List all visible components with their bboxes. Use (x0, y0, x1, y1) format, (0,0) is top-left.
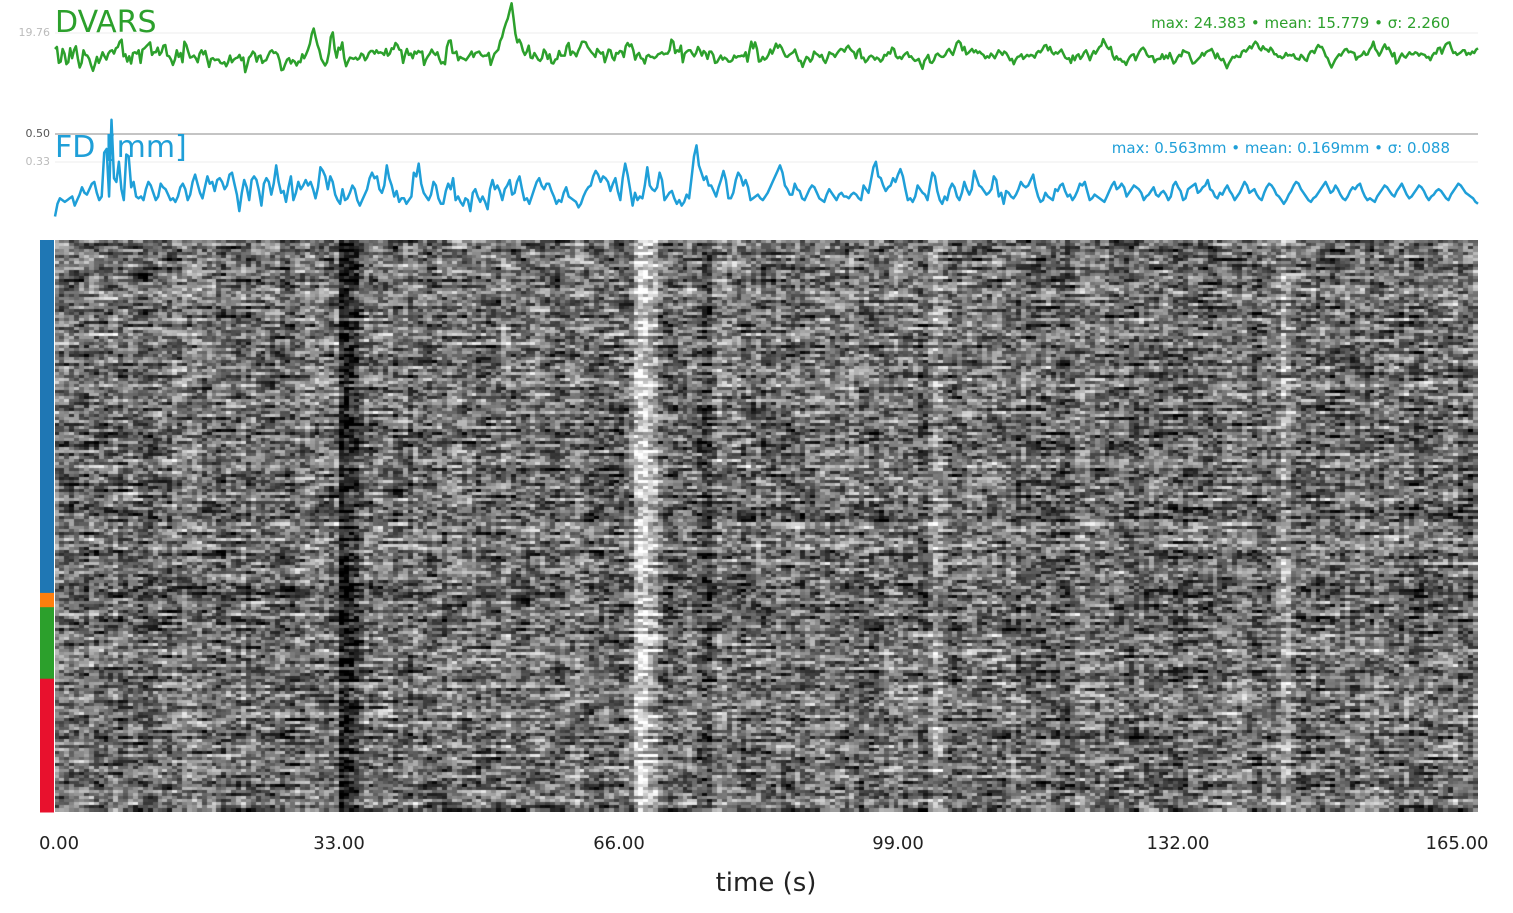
dvars-stats: max: 24.383 • mean: 15.779 • σ: 2.260 (1151, 14, 1450, 32)
x-tick-label-5: 165.00 (1426, 833, 1489, 854)
fd-stats: max: 0.563mm • mean: 0.169mm • σ: 0.088 (1112, 139, 1450, 157)
x-tick-label-2: 66.00 (593, 833, 645, 854)
carpet-heatmap-wrapper (55, 240, 1478, 812)
x-tick-label-3: 99.00 (872, 833, 924, 854)
x-tick-label-0: 0.00 (39, 833, 79, 854)
tissue-segment-2 (40, 607, 54, 680)
tissue-segment-1 (40, 592, 54, 608)
carpet-panel: 0.00 33.00 66.00 99.00 132.00 165.00 tim… (39, 240, 1489, 898)
fd-title: FD [mm] (55, 130, 187, 165)
dvars-title: DVARS (55, 5, 157, 40)
fd-ytick-label-threshold: 0.50 (26, 127, 51, 140)
x-tick-label-1: 33.00 (313, 833, 365, 854)
fd-panel: 0.50 0.33 FD [mm] max: 0.563mm • mean: 0… (26, 118, 1479, 217)
tissue-segment-bar (40, 240, 54, 813)
x-axis-label: time (s) (716, 868, 817, 898)
carpet-heatmap (55, 240, 1478, 812)
dvars-series-line (54, 2, 1479, 74)
tissue-segment-3 (40, 678, 54, 813)
tissue-segment-0 (40, 240, 54, 594)
dvars-panel: 19.76 DVARS max: 24.383 • mean: 15.779 •… (19, 2, 1479, 74)
fd-series-line (53, 118, 1479, 217)
x-tick-label-4: 132.00 (1147, 833, 1210, 854)
fd-ytick-label: 0.33 (26, 155, 51, 168)
dvars-ytick-label: 19.76 (19, 26, 51, 39)
x-axis: 0.00 33.00 66.00 99.00 132.00 165.00 tim… (39, 833, 1489, 898)
